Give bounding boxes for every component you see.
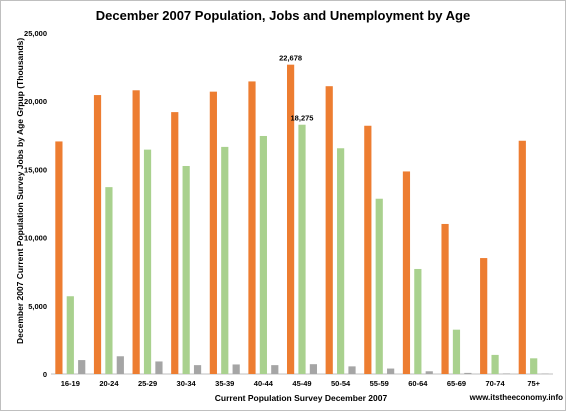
x-tick-label: 50-54: [331, 379, 351, 388]
x-tick-label: 40-44: [254, 379, 274, 388]
bar-series2-65-69: [452, 329, 461, 374]
bar-series1-55-59: [364, 125, 372, 374]
bar-series1-60-64: [402, 171, 411, 374]
bar-series1-70-74: [480, 258, 488, 374]
data-label: 22,678: [279, 54, 302, 63]
bar-series3-45-49: [309, 364, 317, 374]
bar-series2-30-34: [182, 165, 190, 374]
y-tick-label: 20,000: [24, 97, 47, 106]
bar-series1-50-54: [325, 86, 333, 375]
bar-series3-50-54: [348, 366, 356, 374]
bar-series3-65-69: [464, 372, 472, 374]
bar-series1-25-29: [132, 90, 140, 375]
y-tick-label: 25,000: [24, 29, 47, 38]
bar-series3-40-44: [271, 365, 279, 374]
bar-series2-16-19: [66, 296, 74, 374]
bar-series1-65-69: [441, 223, 449, 374]
x-tick-label: 25-29: [138, 379, 157, 388]
bar-series1-20-24: [93, 95, 102, 374]
bar-series2-55-59: [375, 198, 383, 374]
data-label: 18,275: [291, 114, 314, 123]
source-note: www.itstheeconomy.info: [469, 393, 563, 402]
bar-series2-70-74: [491, 354, 499, 374]
bar-series1-40-44: [248, 81, 256, 374]
bar-series3-30-34: [193, 365, 202, 374]
bar-series2-45-49: [298, 124, 306, 374]
bar-series1-75+: [518, 140, 526, 374]
x-tick-label: 70-74: [485, 379, 505, 388]
bar-series3-20-24: [116, 356, 124, 374]
y-tick-label: 10,000: [24, 234, 47, 243]
bar-series2-40-44: [259, 135, 267, 374]
x-tick-label: 35-39: [215, 379, 234, 388]
x-tick-label: 60-64: [408, 379, 428, 388]
y-tick-label: 5,000: [28, 302, 47, 311]
bar-series2-50-54: [337, 148, 345, 374]
x-tick-label: 55-59: [370, 379, 389, 388]
bar-series2-60-64: [414, 268, 422, 374]
x-tick-label: 75+: [527, 379, 540, 388]
chart-title: December 2007 Population, Jobs and Unemp…: [95, 8, 471, 23]
bar-series3-55-59: [387, 368, 395, 374]
y-tick-label: 15,000: [24, 165, 47, 174]
x-tick-label: 16-19: [61, 379, 80, 388]
y-tick-label: 0: [43, 370, 47, 379]
bar-series1-35-39: [209, 91, 217, 374]
bar-series3-35-39: [232, 364, 240, 374]
bar-series2-25-29: [143, 149, 152, 374]
bar-series3-60-64: [425, 371, 433, 374]
bar-series1-16-19: [55, 141, 63, 374]
bar-series3-16-19: [78, 360, 86, 374]
x-tick-label: 30-34: [177, 379, 197, 388]
bar-series3-25-29: [155, 361, 163, 374]
bar-series2-20-24: [105, 187, 113, 374]
x-tick-label: 20-24: [99, 379, 119, 388]
bar-series2-75+: [530, 358, 538, 374]
bar-series2-35-39: [221, 146, 229, 374]
bar-series3-70-74: [502, 373, 511, 374]
x-tick-label: 65-69: [447, 379, 466, 388]
x-tick-label: 45-49: [292, 379, 311, 388]
x-axis-title: Current Population Survey December 2007: [214, 393, 388, 403]
bar-series1-30-34: [171, 112, 179, 374]
bar-series1-45-49: [287, 64, 295, 374]
